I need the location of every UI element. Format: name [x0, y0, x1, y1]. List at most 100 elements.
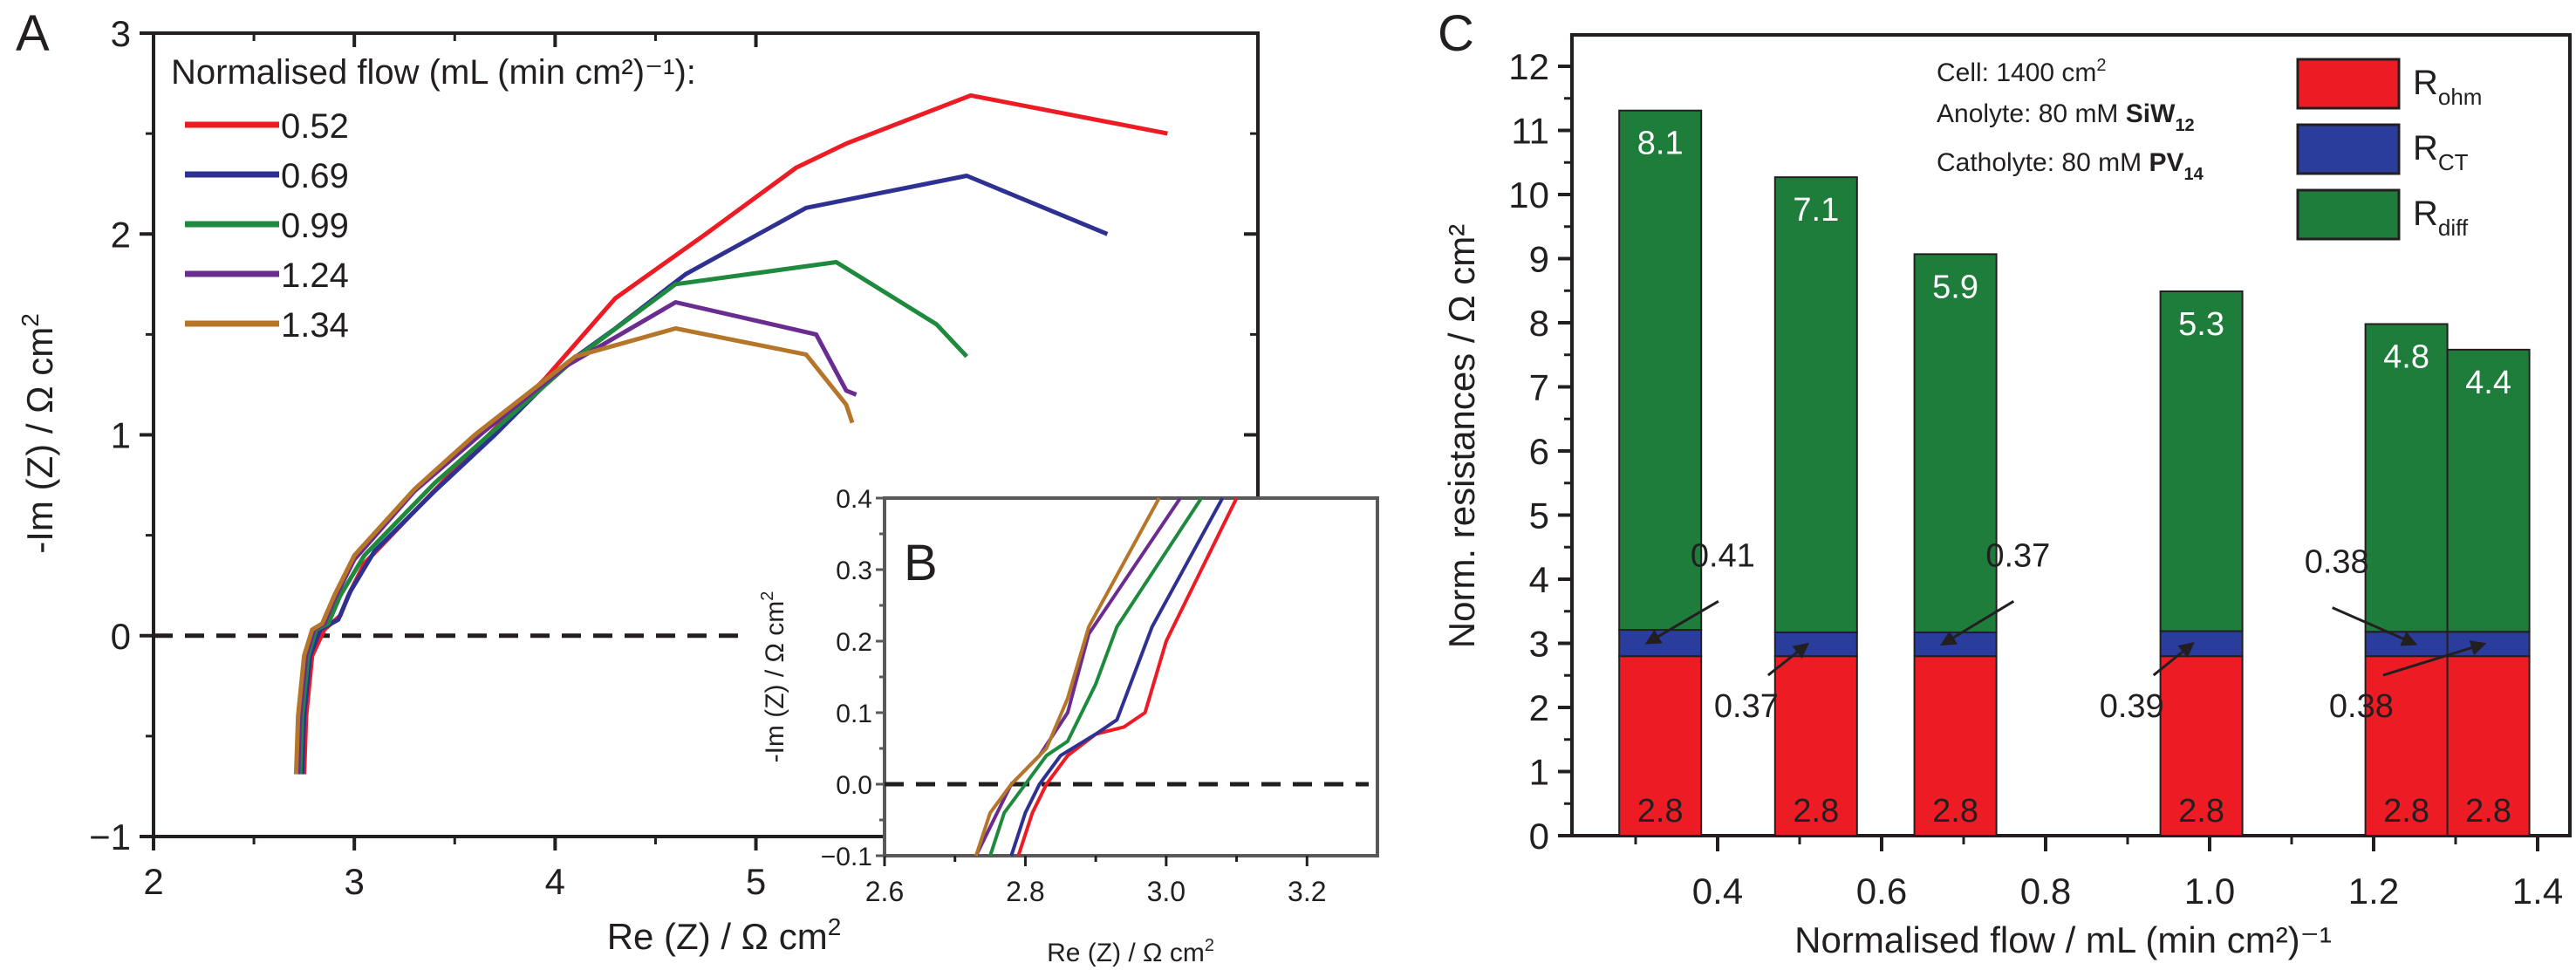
panel-label-b: B: [904, 535, 938, 591]
panel-a-nyquist-plot: 2 3 4 5 −1 0 1 2 3 Normalised flow (mL (min cm²)…: [17, 13, 1260, 957]
panel-b-series-line-0-52: [1016, 497, 1239, 857]
panel-c-bar-label-rohm: 2.8: [2178, 793, 2224, 830]
panel-c-bar-r-ohm: [1773, 655, 1858, 837]
panel-c-bar-r-ct: [1773, 632, 1858, 658]
panel-c-bar-r-ct: [2364, 631, 2449, 658]
panel-c-bar-label-rdiff: 5.3: [2178, 306, 2224, 343]
panel-a-y-tick-label: −1: [89, 816, 131, 857]
panel-c-legend-label: RCT: [2413, 129, 2469, 175]
panel-c-legend-label: Rohm: [2413, 64, 2482, 110]
panel-c-bar-r-diff: [1618, 109, 1703, 632]
panel-b-inset-plot: 2.6 2.8 3.0 3.2 −0.1 0.0 0.1 0.2 0.3 0.4 B Re (Z)…: [758, 485, 1379, 967]
panel-c-bar-r-diff: [2446, 348, 2531, 633]
panel-c-x-tick-label: 0.8: [2020, 871, 2071, 912]
panel-c-callout-label: 0.37: [1714, 688, 1779, 725]
panel-c-bar-r-diff: [1913, 253, 1998, 634]
panel-c-bar-label-rdiff: 4.4: [2465, 365, 2511, 401]
panel-c-x-tick-label: 0.6: [1856, 871, 1907, 912]
panel-a-legend-label: 0.99: [281, 207, 349, 245]
panel-a-legend-label: 1.34: [281, 306, 349, 345]
panel-b-x-tick-label: 2.6: [865, 876, 904, 907]
panel-c-bar-r-diff: [2364, 323, 2449, 633]
panel-a-y-tick-label: 2: [111, 214, 131, 255]
panel-c-bar-r-ohm: [2446, 655, 2531, 837]
panel-c-bar-label-rdiff: 8.1: [1637, 126, 1684, 162]
panel-label-c: C: [1438, 5, 1474, 62]
panel-a-series: [293, 92, 1168, 775]
panel-c-cell-annotation: Cell: 1400 cm2: [1937, 56, 2107, 87]
panel-c-callout-arrow: [2152, 641, 2195, 677]
panel-a-legend-label: 1.24: [281, 256, 349, 295]
panel-b-ticks: 2.6 2.8 3.0 3.2 −0.1 0.0 0.1 0.2 0.3 0.4: [821, 485, 1327, 907]
panel-a-y-tick-label: 1: [111, 415, 131, 456]
panel-b-x-axis-label: Re (Z) / Ω cm2: [1047, 936, 1214, 967]
panel-c-legend-swatch: [2296, 123, 2401, 175]
panel-c-bar-label-rdiff: 7.1: [1793, 192, 1839, 229]
panel-b-y-tick-label: 0.4: [836, 485, 872, 514]
panel-b-series-line-1-34: [974, 497, 1161, 857]
panel-a-legend-label: 0.52: [281, 107, 349, 146]
panel-c-y-axis-label: Norm. resistances / Ω cm²: [1441, 224, 1482, 648]
panel-c-bar-label-rohm: 2.8: [2465, 793, 2511, 830]
panel-c-y-tick-label: 0: [1529, 816, 1549, 857]
panel-a-x-tick-label: 3: [345, 861, 365, 902]
panel-b-series-line-0-99: [988, 496, 1203, 857]
panel-c-callout-arrow: [1940, 600, 2015, 646]
panel-c-bar-label-rdiff: 4.8: [2383, 338, 2429, 375]
panel-c-bar-label-rdiff: 5.9: [1932, 269, 1978, 305]
panel-c-callout-label: 0.41: [1691, 537, 1755, 574]
panel-c-bar-label-rohm: 2.8: [1793, 793, 1839, 830]
panel-a-y-tick-label: 0: [111, 616, 131, 657]
panel-a-x-tick-label: 4: [545, 861, 565, 902]
panel-b-y-tick-label: 0.1: [836, 700, 872, 728]
panel-c-callout-arrow: [1766, 642, 1810, 677]
panel-b-series-line-0-69: [1009, 497, 1225, 857]
panel-b-series: [974, 496, 1239, 857]
panel-c-legend-swatch: [2296, 188, 2401, 241]
panel-c-callout-label: 0.39: [2100, 688, 2164, 725]
panel-b-y-tick-label: −0.1: [821, 843, 872, 871]
panel-c-y-tick-label: 10: [1508, 174, 1549, 215]
panel-c-y-tick-label: 3: [1529, 624, 1549, 665]
panel-b-background: [885, 498, 1377, 856]
panel-c-rct-callouts: 0.41 0.37 0.37 0.39 0.38 0.38: [1644, 537, 2487, 725]
panel-c-callout-arrow: [2382, 640, 2487, 677]
panel-c-bar-r-ohm: [1618, 655, 1703, 837]
panel-c-x-tick-label: 1.4: [2512, 871, 2563, 912]
panel-label-a: A: [16, 5, 50, 62]
panel-a-series-line-1-34: [293, 326, 855, 775]
panel-c-catholyte-annotation: Catholyte: 80 mM PV14: [1937, 148, 2204, 184]
panel-c-bar-r-diff: [2159, 290, 2244, 632]
panel-a-legend-label: 0.69: [281, 157, 349, 195]
panel-a-legend-title: Normalised flow (mL (min cm²)⁻¹):: [171, 53, 696, 92]
panel-c-y-tick-label: 2: [1529, 687, 1549, 728]
panel-a-x-tick-label: 5: [746, 861, 766, 902]
panel-c-bar-label-rohm: 2.8: [2383, 793, 2429, 830]
panel-c-y-tick-label: 1: [1529, 752, 1549, 793]
panel-c-bar-r-diff: [1773, 176, 1858, 634]
panel-b-x-tick-label: 2.8: [1006, 876, 1044, 907]
panel-a-legend: 0.52 0.69 0.99 1.24 1.34: [185, 107, 349, 345]
panel-c-legend: Rohm RCT Rdiff: [2296, 58, 2482, 241]
panel-a-y-axis-label: -Im (Z) / Ω cm2: [17, 313, 60, 554]
panel-c-bar-label-rohm: 2.8: [1637, 793, 1684, 830]
panel-c-callout-arrow: [2332, 606, 2418, 646]
panel-c-bar-r-ohm: [2159, 655, 2244, 837]
panel-b-y-axis-label: -Im (Z) / Ω cm2: [758, 591, 789, 763]
panel-c-x-axis-label: Normalised flow / mL (min cm²)⁻¹: [1794, 919, 2332, 960]
panel-c-legend-swatch: [2296, 58, 2401, 110]
panel-c-y-tick-label: 9: [1529, 239, 1549, 280]
panel-c-y-tick-label: 12: [1508, 46, 1549, 87]
panel-b-y-tick-label: 0.2: [836, 628, 872, 657]
panel-c-y-tick-label: 11: [1511, 111, 1549, 152]
panel-c-callout-label: 0.38: [2329, 688, 2394, 725]
panel-c-bar-label-rohm: 2.8: [1932, 793, 1978, 830]
panel-c-y-tick-label: 7: [1529, 367, 1549, 408]
panel-c-legend-label: Rdiff: [2413, 195, 2469, 241]
panel-b-y-tick-label: 0.0: [836, 771, 872, 800]
panel-c-bars: 2.8 8.1 2.8 7.1 2.8 5.9 2.8 5.3 2.8 4.8 2.8 4.4: [1618, 109, 2531, 837]
panel-c-bar-r-ohm: [1913, 655, 1998, 837]
